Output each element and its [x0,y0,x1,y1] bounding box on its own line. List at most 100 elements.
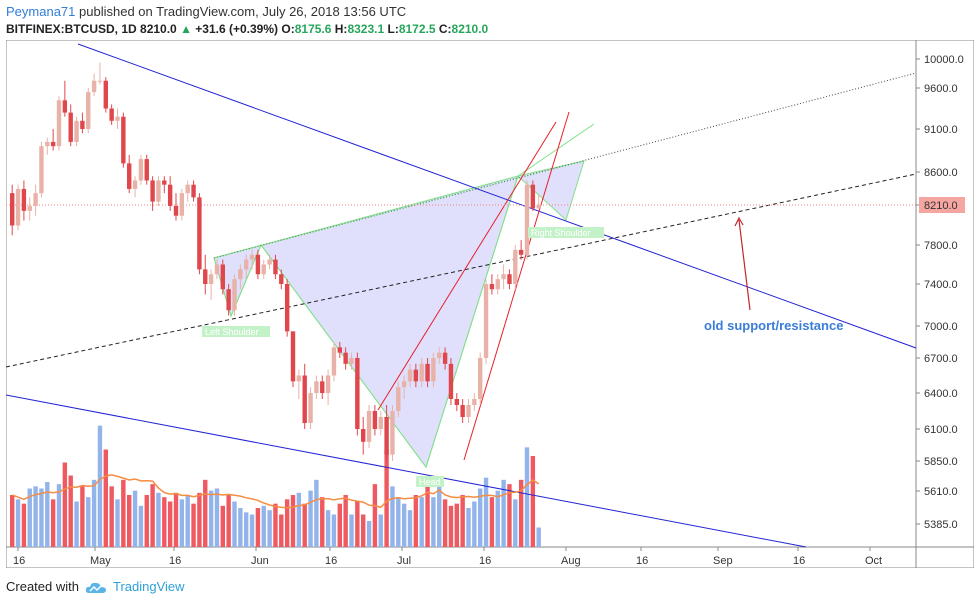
candle-body [343,352,348,364]
right-shoulder-label: Right Shoulder [531,228,591,238]
red-channel-line-2[interactable] [463,111,570,461]
candle-body [419,363,424,382]
volume-bar [343,495,348,547]
y-tick-label: 5850.0 [924,456,958,468]
volume-bar [62,462,68,547]
volume-bar [431,497,436,547]
candle-body [442,352,448,364]
author-link[interactable]: Peymana71 [6,4,76,19]
created-with-label: Created with [6,579,79,594]
candle-body [21,188,27,211]
candle-body [489,284,495,290]
chart-border [6,40,974,568]
candle-body [296,375,302,382]
candle-body [68,112,73,142]
volume-bar [372,484,378,547]
dashed-support-line[interactable] [6,173,917,368]
volume-bar [27,488,32,547]
candle-body [495,279,500,290]
volume-bar [50,499,56,547]
volume-bar [56,484,62,547]
volume-bar [419,497,424,547]
volume-bar [513,499,518,547]
volume-bar [524,447,530,547]
candle-body [197,197,202,270]
candle-body [384,417,389,455]
x-tick-label: Jun [251,555,269,567]
volume-bar [91,479,97,547]
volume-bar [132,490,138,547]
volume-bar [68,475,73,547]
y-tick-label: 6100.0 [924,424,958,436]
candlestick-series [10,62,541,461]
volume-bar [413,495,419,547]
volume-bar [384,449,389,547]
volume-bar [337,503,342,547]
pattern-outline [213,175,519,469]
candle-body [466,405,471,417]
upper-trendline[interactable] [77,43,917,349]
candle-body [214,264,220,275]
candle-body [378,417,383,429]
y-tick-label: 8600.0 [924,167,958,179]
candle-body [15,188,21,226]
volume-bar [530,456,536,547]
high-value: 8323.1 [347,22,385,36]
candle-body [396,387,401,411]
volume-bar [472,501,477,547]
head-label-bg [416,476,444,487]
volume-bar [267,510,272,547]
volume-bar [238,508,243,547]
lower-trendline[interactable] [6,394,807,548]
tradingview-link[interactable]: TradingView [112,579,185,594]
candle-body [91,80,97,93]
candle-body [337,347,342,353]
volume-bar [144,495,149,547]
volume-bar [162,497,167,547]
y-tick-label: 9600.0 [924,83,958,95]
candle-body [349,358,354,364]
candle-body [97,80,103,82]
annotation-arrow [738,219,751,311]
volume-bar [156,492,161,547]
publish-line: Peymana71 published on TradingView.com, … [6,4,406,19]
x-tick-label: 16 [636,555,648,567]
x-tick-label: Jul [397,555,411,567]
candle-body [501,274,506,280]
high-label: H: [334,22,348,36]
volume-bar [167,501,173,547]
volume-bar [355,501,360,547]
low-value: 8172.5 [398,22,436,36]
price-chart[interactable]: Left Shoulder Head Right Shoulder old su… [6,40,974,568]
candle-body [290,331,296,382]
volume-bar [249,514,255,547]
x-tick-label: 16 [169,555,181,567]
candle-body [208,274,214,284]
annotations: Left Shoulder Head Right Shoulder old su… [202,216,843,487]
volume-bar [226,495,231,547]
volume-bar [138,505,144,547]
volume-bar [191,503,196,547]
candle-body [302,375,307,423]
candle-body [273,259,278,275]
candle-body [507,274,512,284]
candle-body [232,279,237,311]
volume-bar [331,514,337,547]
candle-body [156,180,161,202]
red-channel-line-1[interactable] [377,121,557,411]
volume-bar [407,510,413,547]
volume-bar [197,492,202,547]
y-tick-label: 9100.0 [924,124,958,136]
volume-bar [466,508,471,547]
volume-bar [489,497,495,547]
footer: Created with TradingView [6,579,185,594]
candle-body [314,381,319,393]
volume-bar [74,501,79,547]
volume-bar [302,503,307,547]
drawings [6,43,917,548]
arrow-head-icon [734,216,744,227]
candle-body [366,411,372,442]
candle-body [267,259,272,265]
volume-bar [103,449,108,547]
candle-body [413,369,419,382]
